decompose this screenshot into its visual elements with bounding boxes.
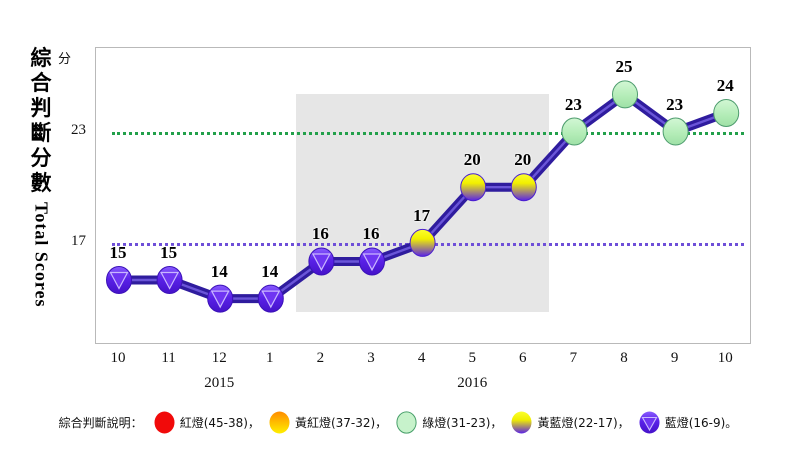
legend-separator-2: ， (490, 415, 503, 430)
yellow-red-circle-icon (269, 411, 290, 434)
legend-separator-0: ， (247, 415, 260, 430)
data-label-10: 15 (109, 243, 127, 263)
legend-item-黃藍燈: 黃藍燈(22-17)， (506, 411, 633, 434)
legend-label-藍燈: 藍燈(16-9) (664, 415, 726, 430)
x-axis-tick-10: 8 (620, 350, 628, 366)
y-axis-title-latin: Total Scores (31, 202, 52, 308)
down-triangle-icon (261, 290, 281, 309)
x-axis-year-2015: 2015 (204, 375, 235, 391)
data-point-12[interactable] (207, 284, 234, 313)
data-point-1[interactable] (257, 284, 284, 313)
data-label-6: 20 (514, 150, 532, 170)
x-axis-tick-4: 2 (316, 350, 325, 366)
data-point-11[interactable] (156, 266, 183, 295)
down-triangle-icon (311, 253, 331, 272)
data-label-1: 14 (261, 261, 279, 281)
legend-label-黃藍燈: 黃藍燈(22-17) (537, 415, 618, 430)
legend-items: 紅燈(45-38)，黃紅燈(37-32)，綠燈(31-23)，黃藍燈(22-17… (149, 410, 742, 434)
yellow-blue-circle-icon (511, 411, 532, 434)
data-point-10[interactable] (106, 266, 132, 295)
y-axis-title-cjk: 綜 合 判 斷 分 數 (31, 46, 52, 196)
x-axis-tick-7: 5 (468, 350, 476, 366)
legend-separator-4: 。 (725, 415, 738, 430)
data-point-2[interactable] (308, 247, 335, 276)
legend-label-黃紅燈: 黃紅燈(37-32) (294, 415, 376, 430)
data-label-4: 17 (413, 205, 431, 225)
y-axis-tick-17: 17 (71, 232, 86, 249)
reference-line-23 (112, 131, 744, 135)
data-point-8[interactable] (612, 80, 638, 109)
data-label-5: 20 (463, 150, 481, 170)
legend-item-藍燈: 藍燈(16-9)。 (634, 411, 742, 434)
legend-label-綠燈: 綠燈(31-23) (422, 415, 491, 430)
data-point-10[interactable] (713, 98, 740, 127)
down-triangle-icon (109, 271, 129, 290)
x-axis-tick-0: 10 (110, 350, 126, 366)
highlight-shaded-region (296, 94, 550, 312)
legend-separator-1: ， (375, 415, 388, 430)
data-label-8: 25 (615, 57, 633, 77)
x-axis-tick-2: 12 (211, 350, 227, 366)
legend-title: 綜合判斷說明： (58, 415, 143, 430)
data-label-12: 14 (210, 261, 228, 281)
data-point-3[interactable] (359, 247, 385, 276)
y-axis-title-char-4: 分 (30, 146, 52, 170)
y-axis-title-char-1: 合 (30, 71, 52, 95)
legend-item-綠燈: 綠燈(31-23)， (391, 410, 506, 434)
x-axis-tick-1: 11 (161, 350, 176, 366)
down-triangle-icon (160, 271, 180, 290)
y-axis-title-char-5: 數 (30, 171, 52, 195)
y-axis-tick-23: 23 (71, 121, 86, 138)
x-axis-tick-6: 4 (417, 350, 426, 366)
legend-separator-3: ， (617, 415, 630, 430)
x-axis-tick-11: 9 (670, 350, 679, 366)
data-point-6[interactable] (510, 173, 537, 202)
data-label-2: 16 (311, 224, 329, 244)
data-label-3: 16 (362, 224, 380, 244)
y-axis-title-char-2: 判 (30, 96, 52, 120)
data-point-7[interactable] (561, 117, 588, 146)
data-point-4[interactable] (409, 228, 436, 257)
legend: 綜合判斷說明： 紅燈(45-38)，黃紅燈(37-32)，綠燈(31-23)，黃… (0, 404, 800, 440)
score-line-series (106, 80, 740, 313)
data-point-5[interactable] (460, 173, 487, 202)
data-label-9: 23 (666, 94, 684, 114)
x-axis-tick-8: 6 (519, 350, 527, 366)
legend-label-紅燈: 紅燈(45-38) (179, 415, 248, 430)
data-label-7: 23 (564, 94, 582, 114)
legend-item-紅燈: 紅燈(45-38)， (149, 411, 264, 434)
blue-triangle-circle-icon (639, 411, 660, 434)
legend-item-黃紅燈: 黃紅燈(37-32)， (264, 411, 391, 434)
x-axis-tick-9: 7 (569, 350, 578, 366)
data-label-11: 15 (160, 243, 178, 263)
red-circle-icon (154, 411, 175, 434)
y-axis-title: 綜 合 判 斷 分 數 Total Scores (26, 46, 56, 308)
x-axis-tick-12: 10 (717, 350, 733, 366)
x-axis-tick-3: 1 (266, 350, 274, 366)
y-axis-title-char-3: 斷 (30, 121, 52, 145)
x-axis-tick-5: 3 (367, 350, 375, 366)
down-triangle-icon (210, 290, 230, 309)
data-label-10: 24 (716, 75, 734, 95)
y-axis-unit-label: 分 (58, 52, 72, 67)
plot-area (95, 47, 751, 344)
data-point-9[interactable] (662, 117, 689, 146)
x-axis-year-2016: 2016 (457, 375, 488, 391)
green-circle-icon (396, 410, 417, 434)
y-axis-title-char-0: 綜 (30, 46, 52, 70)
down-triangle-icon (362, 253, 382, 272)
